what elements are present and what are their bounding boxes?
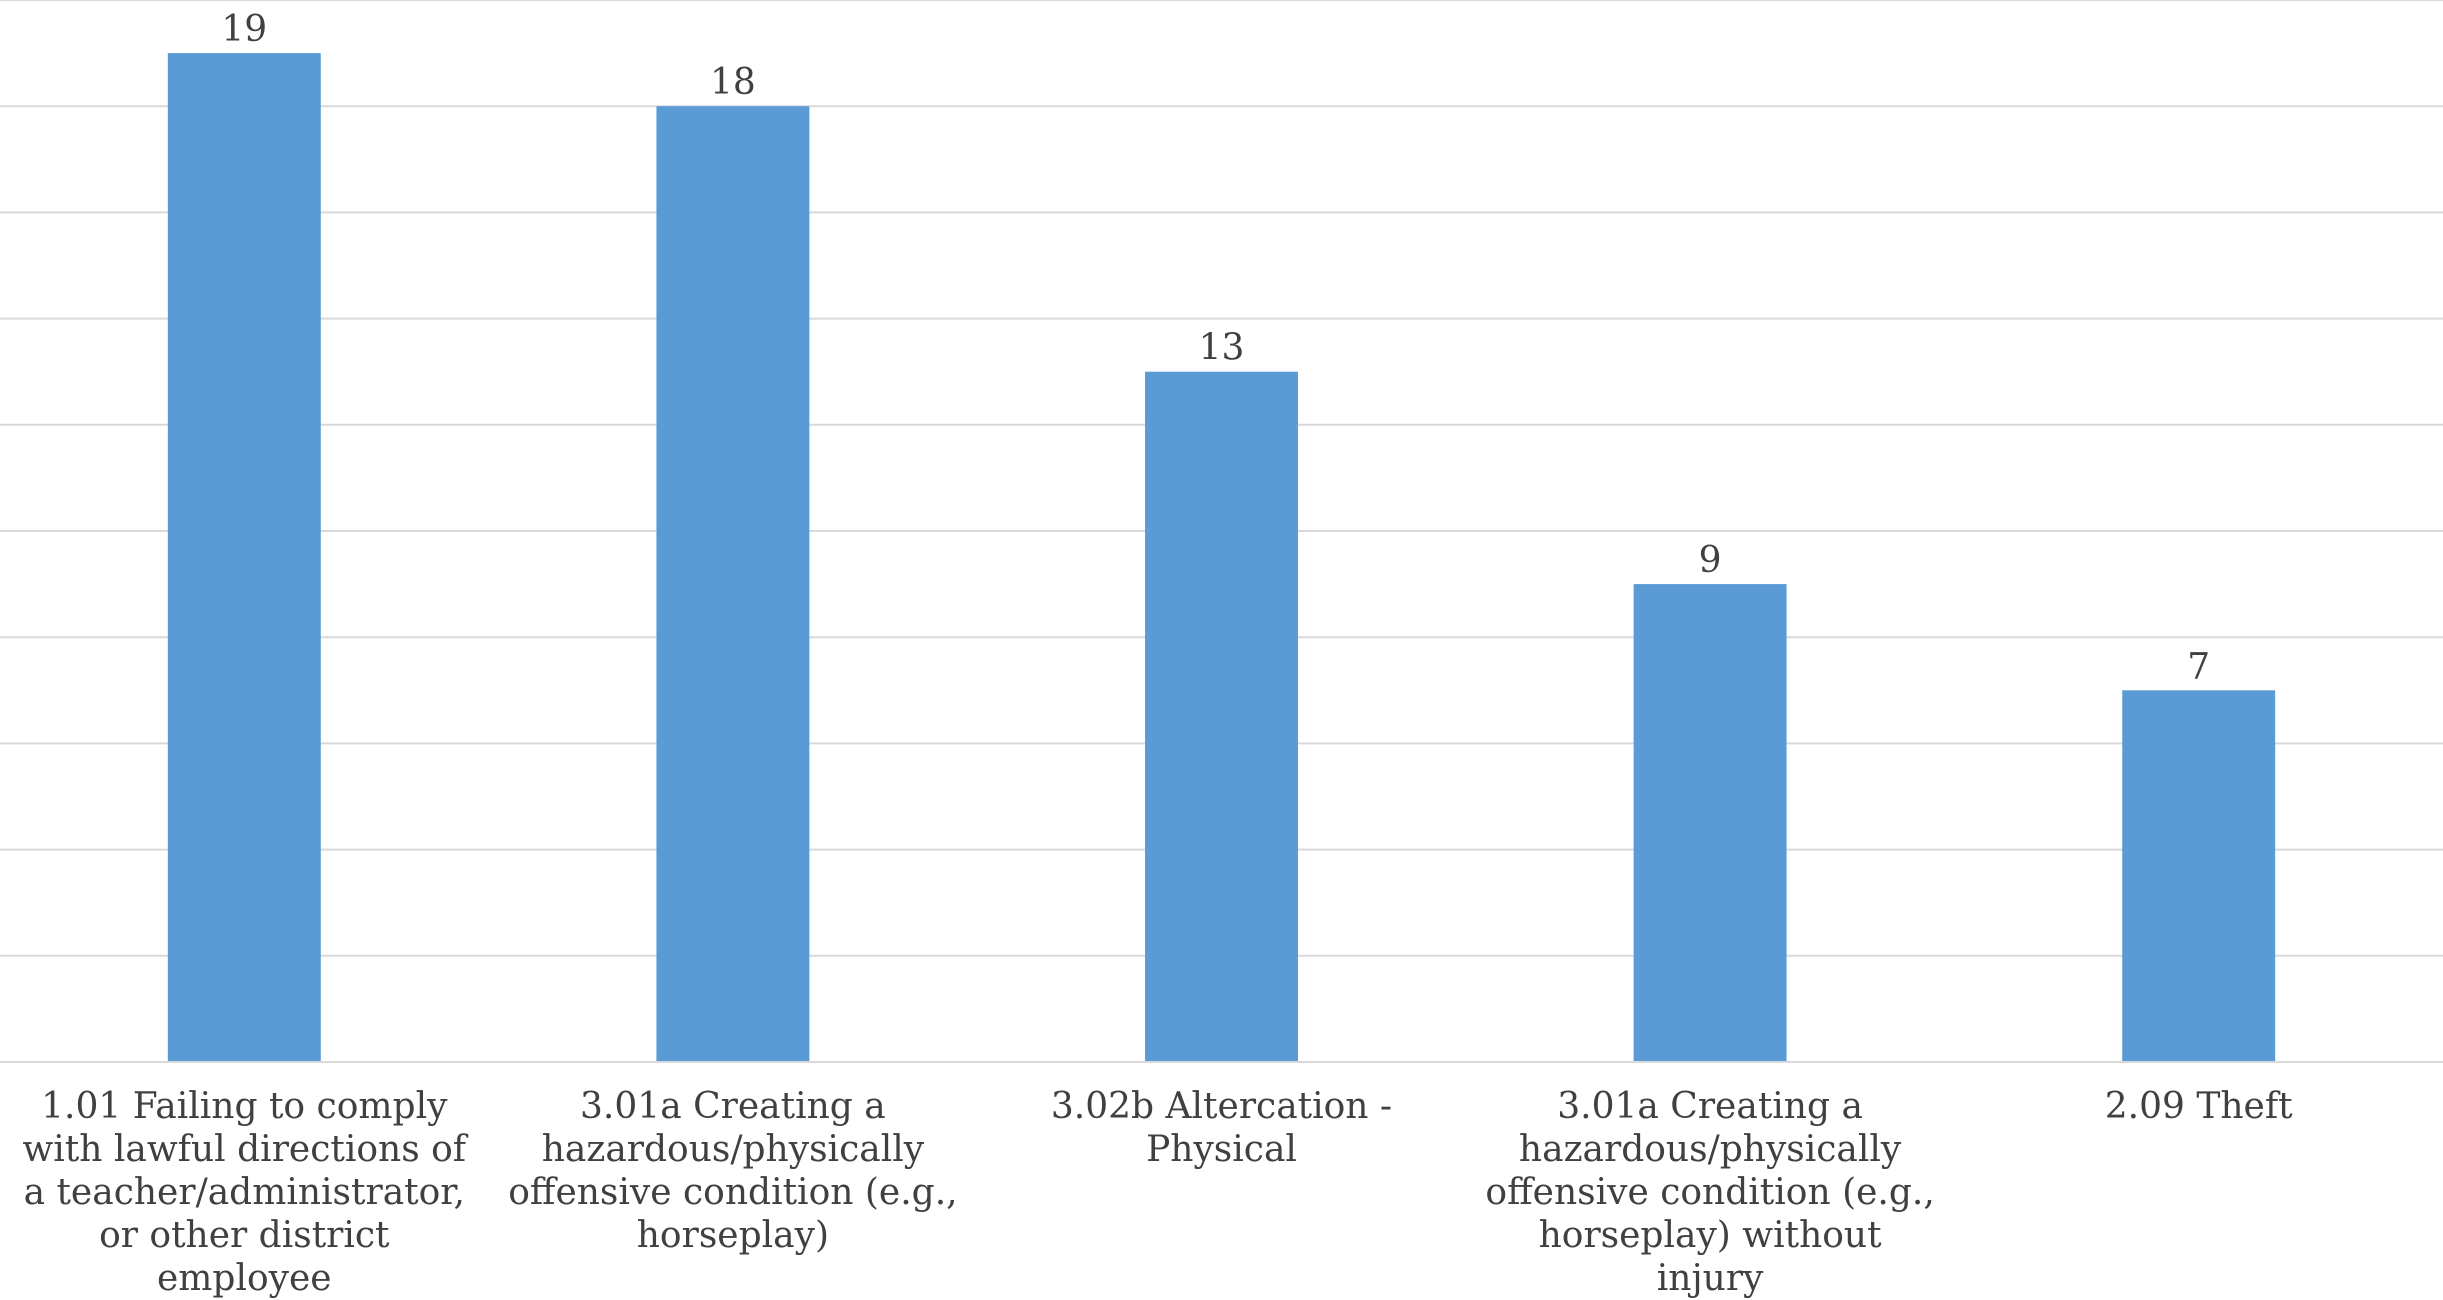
bar (656, 106, 810, 1062)
data-label: 13 (1199, 328, 1245, 369)
category-label: 1.01 Failing to comply with lawful direc… (22, 1086, 467, 1299)
category-label: 3.01a Creating a hazardous/physically of… (1485, 1086, 1935, 1299)
data-label: 7 (2187, 646, 2210, 687)
data-label: 18 (710, 62, 756, 103)
category-label: 2.09 Theft (2104, 1086, 2293, 1127)
data-label: 19 (221, 9, 267, 50)
category-label: 3.01a Creating a hazardous/physically of… (508, 1086, 958, 1256)
bar (1145, 371, 1298, 1062)
bar (167, 53, 321, 1063)
data-labels: 19 18 13 9 7 (221, 9, 2210, 687)
data-label: 9 (1699, 540, 1722, 581)
bar-chart: 19 18 13 9 7 (0, 0, 2443, 1063)
bar (1633, 584, 1787, 1062)
bar (2122, 690, 2276, 1062)
bars (167, 53, 2276, 1063)
category-label: 3.02b Altercation - Physical (1050, 1086, 1393, 1170)
